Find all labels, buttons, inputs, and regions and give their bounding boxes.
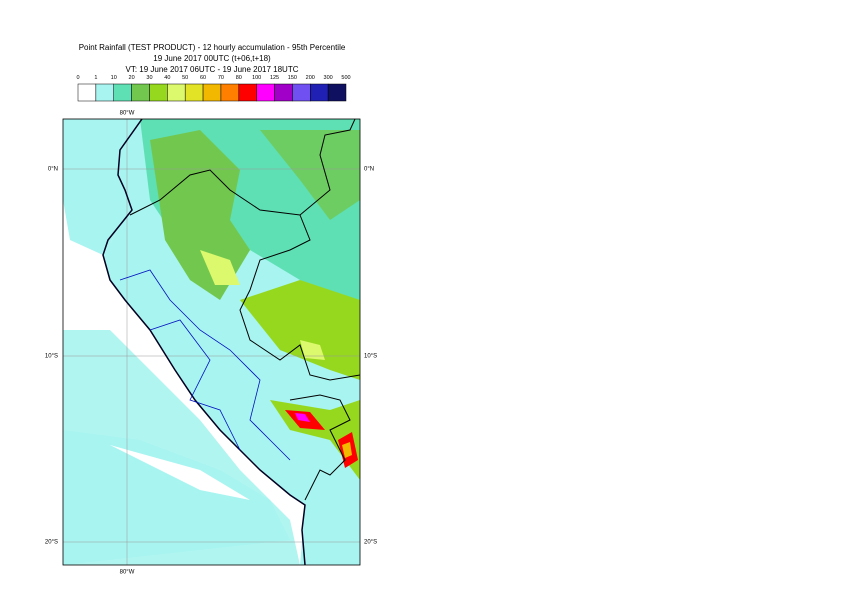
lon-label: 80°W: [120, 570, 135, 576]
legend-swatch: [220, 83, 240, 102]
legend-label: 60: [200, 75, 206, 81]
legend-swatch: [167, 83, 186, 102]
legend-swatch: [310, 83, 329, 102]
lat-label: 20°S: [364, 540, 377, 546]
lat-label: 20°S: [45, 540, 58, 546]
legend-swatch: [149, 83, 168, 102]
legend-swatch: [113, 83, 132, 102]
title-line: Point Rainfall (TEST PRODUCT) - 12 hourl…: [79, 43, 346, 52]
lat-label: 0°N: [48, 167, 58, 173]
legend-swatch: [238, 83, 257, 102]
legend-swatch: [131, 83, 150, 102]
legend-swatch: [274, 83, 293, 102]
lat-label: 10°S: [45, 354, 58, 360]
legend-swatch: [184, 83, 204, 102]
legend-label: 150: [288, 75, 297, 81]
legend-label: 30: [146, 75, 152, 81]
legend-label: 50: [182, 75, 188, 81]
map: [63, 119, 360, 565]
legend-swatch: [77, 83, 97, 102]
legend-swatch: [292, 83, 311, 102]
legend-label: 125: [270, 75, 279, 81]
lat-label: 10°S: [364, 354, 377, 360]
legend-label: 0: [76, 75, 79, 81]
legend-swatch: [256, 83, 275, 102]
legend-label: 500: [341, 75, 350, 81]
legend-swatch: [95, 83, 114, 102]
legend-label: 1: [94, 75, 97, 81]
legend-label: 80: [236, 75, 242, 81]
title-line: VT: 19 June 2017 06UTC - 19 June 2017 18…: [126, 65, 299, 74]
legend-swatch: [327, 83, 347, 102]
legend-label: 40: [164, 75, 170, 81]
legend-label: 200: [306, 75, 315, 81]
legend-label: 10: [111, 75, 117, 81]
map-frame: [62, 118, 361, 566]
colorbar: 0 1 10 20 30 40 50 60 70 80 100 125 150 200 300 500: [76, 75, 351, 102]
legend-label: 20: [129, 75, 135, 81]
legend-label: 300: [324, 75, 333, 81]
title-line: 19 June 2017 00UTC (t+06,t+18): [153, 54, 271, 63]
lon-label: 80°W: [120, 111, 135, 117]
legend-swatch: [202, 83, 222, 102]
legend-label: 100: [252, 75, 261, 81]
legend-label: 70: [218, 75, 224, 81]
lat-label: 0°N: [364, 167, 374, 173]
